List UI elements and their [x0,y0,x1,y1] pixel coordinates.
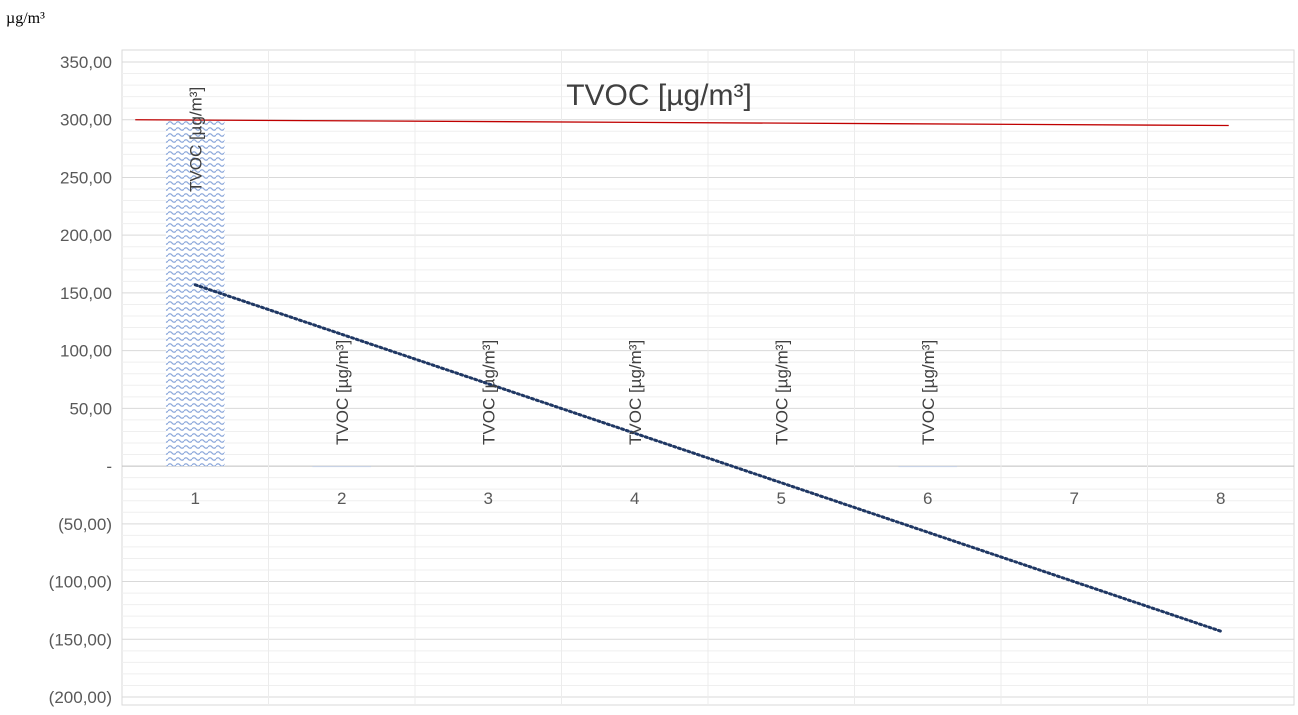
data-label: TVOC [µg/m³] [919,340,938,445]
x-tick-label: 6 [923,489,932,508]
data-label: TVOC [µg/m³] [479,340,498,445]
bar [898,466,958,468]
y-tick-label: (100,00) [49,573,112,592]
x-tick-label: 2 [337,489,346,508]
y-tick-label: - [106,457,112,476]
trendline [193,283,1223,633]
lines [135,119,1229,633]
y-axis-ticks: 350,00 300,00 250,00 200,00 150,00 100,00 50,0… [49,53,112,707]
y-tick-label: (50,00) [58,515,112,534]
x-tick-label: 8 [1216,489,1225,508]
data-labels: TVOC [µg/m³] TVOC [µg/m³] TVOC [µg/m³] TVOC… [186,87,938,445]
x-tick-label: 1 [191,489,200,508]
x-tick-label: 5 [777,489,786,508]
y-tick-label: 350,00 [60,53,112,72]
reference-line [135,119,1229,127]
y-tick-label: 100,00 [60,342,112,361]
x-tick-label: 4 [630,489,639,508]
y-tick-label: (200,00) [49,688,112,707]
data-label: TVOC [µg/m³] [772,340,791,445]
chart-title: TVOC [µg/m³] [566,79,752,112]
data-label: TVOC [µg/m³] [186,87,205,192]
data-label: TVOC [µg/m³] [626,340,645,445]
x-axis-ticks: 1 2 3 4 5 6 7 8 [191,489,1226,508]
y-tick-label: 50,00 [69,399,112,418]
y-tick-label: 150,00 [60,284,112,303]
y-tick-label: 200,00 [60,226,112,245]
x-tick-label: 3 [484,489,493,508]
x-tick-label: 7 [1070,489,1079,508]
y-tick-label: 300,00 [60,111,112,130]
y-tick-label: 250,00 [60,168,112,187]
vertical-gridlines [268,50,1148,705]
bar [312,466,372,468]
y-tick-label: (150,00) [49,630,112,649]
data-label: TVOC [µg/m³] [333,340,352,445]
unit-label: µg/m³ [6,10,45,27]
